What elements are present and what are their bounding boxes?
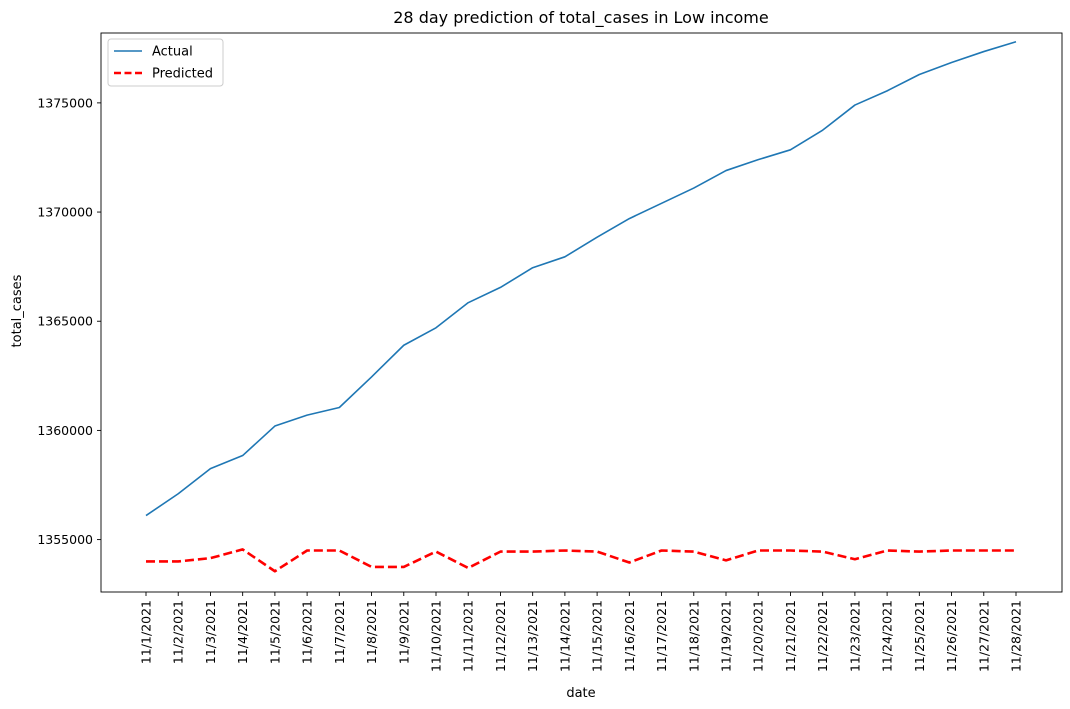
x-tick-label: 11/24/2021 — [880, 600, 895, 672]
x-tick-label: 11/15/2021 — [590, 600, 605, 672]
x-tick-label: 11/20/2021 — [751, 600, 766, 672]
series-line-actual — [145, 40, 1017, 517]
axes: 1355000 1360000 1365000 1370000 1375000 11/1/… — [37, 32, 1063, 672]
legend-label-actual: Actual — [152, 45, 193, 60]
x-tick-label: 11/23/2021 — [847, 600, 862, 672]
x-tick-label: 11/5/2021 — [267, 600, 282, 664]
x-tick-label: 11/3/2021 — [203, 600, 218, 664]
x-tick-label: 11/1/2021 — [139, 600, 154, 664]
x-tick-label: 11/7/2021 — [332, 600, 347, 664]
x-tick-label: 11/18/2021 — [686, 600, 701, 672]
x-tick-label: 11/4/2021 — [235, 600, 250, 664]
x-tick-label: 11/13/2021 — [525, 600, 540, 672]
y-tick-label: 1365000 — [37, 314, 93, 329]
x-tick-label: 11/26/2021 — [944, 600, 959, 672]
x-tick-label: 11/21/2021 — [783, 600, 798, 672]
legend-label-predicted: Predicted — [152, 67, 213, 82]
x-tick-label: 11/10/2021 — [429, 600, 444, 672]
legend: Actual Predicted — [107, 38, 224, 87]
x-tick-label: 11/28/2021 — [1009, 600, 1024, 672]
y-tick-label: 1375000 — [37, 95, 93, 110]
x-tick-label: 11/8/2021 — [364, 600, 379, 664]
y-tick-label: 1370000 — [37, 205, 93, 220]
series-line-predicted — [146, 548, 1016, 573]
y-axis-label: total_cases — [10, 274, 25, 347]
x-tick-label: 11/6/2021 — [300, 600, 315, 664]
x-tick-label: 11/11/2021 — [461, 600, 476, 672]
plot-frame — [100, 32, 1063, 593]
x-tick-label: 11/27/2021 — [976, 600, 991, 672]
x-tick-label: 11/9/2021 — [396, 600, 411, 664]
y-tick-label: 1355000 — [37, 532, 93, 547]
chart-title: 28 day prediction of total_cases in Low … — [393, 8, 768, 28]
y-tick-label: 1360000 — [37, 423, 93, 438]
x-tick-label: 11/17/2021 — [654, 600, 669, 672]
x-tick-label: 11/25/2021 — [912, 600, 927, 672]
x-tick-label: 11/19/2021 — [719, 600, 734, 672]
plot-area — [145, 40, 1017, 573]
x-axis-label: date — [566, 686, 595, 701]
x-tick-label: 11/22/2021 — [815, 600, 830, 672]
x-tick-label: 11/12/2021 — [493, 600, 508, 672]
x-tick-label: 11/14/2021 — [557, 600, 572, 672]
x-tick-label: 11/16/2021 — [622, 600, 637, 672]
x-tick-label: 11/2/2021 — [171, 600, 186, 664]
